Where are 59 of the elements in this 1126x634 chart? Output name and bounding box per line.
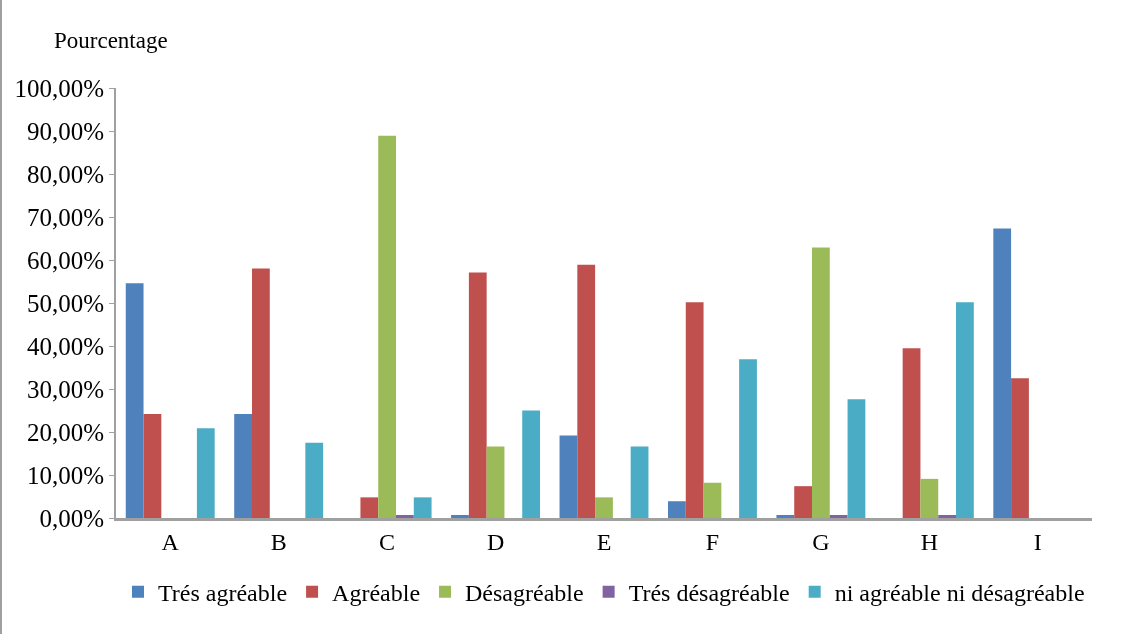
bar (196, 428, 215, 518)
bar (794, 486, 812, 518)
x-tick-label: B (270, 528, 287, 555)
bar (595, 497, 613, 518)
x-tick-label: A (161, 528, 180, 555)
y-tick-label: 30,00% (26, 375, 104, 403)
bar (776, 514, 795, 518)
bar (251, 268, 270, 518)
legend-label: Agréable (332, 580, 421, 607)
bar (829, 514, 848, 518)
y-tick-label: 40,00% (26, 332, 104, 360)
bar (522, 410, 541, 518)
x-tick-label: G (812, 528, 830, 555)
bar (143, 413, 162, 518)
bar (685, 302, 704, 518)
bar (468, 272, 487, 518)
bar (847, 399, 866, 518)
bar (938, 514, 957, 518)
y-tick-label: 20,00% (26, 418, 104, 446)
y-axis-title: Pourcentage (54, 28, 168, 53)
bar (305, 442, 324, 518)
x-tick-label: D (486, 528, 505, 555)
legend-label: Trés désagréable (628, 580, 790, 607)
y-tick-label: 0,00% (39, 504, 104, 532)
y-tick-label: 70,00% (26, 203, 104, 231)
legend-label: Trés agréable (158, 580, 288, 607)
bar (956, 302, 974, 518)
x-tick-label: F (705, 528, 720, 555)
bar (902, 348, 921, 518)
x-tick-label: C (379, 528, 396, 555)
bar (378, 135, 396, 518)
bar (396, 514, 414, 518)
bar (812, 247, 830, 518)
bar (360, 497, 379, 518)
bar (413, 497, 432, 518)
x-tick-label: I (1033, 528, 1042, 555)
y-tick-label: 90,00% (26, 117, 104, 145)
bar (1011, 378, 1029, 518)
bar (234, 413, 252, 518)
bar (739, 359, 757, 518)
bar (125, 283, 144, 518)
y-tick-label: 10,00% (26, 461, 104, 489)
y-tick-label: 80,00% (26, 160, 104, 188)
bar (559, 435, 578, 518)
y-tick-label: 50,00% (26, 289, 104, 317)
legend-label: ni agréable ni désagréable (834, 580, 1085, 607)
bar (920, 478, 939, 518)
y-tick-label: 100,00% (14, 74, 104, 102)
bar (993, 228, 1012, 518)
x-tick-label: E (596, 528, 612, 555)
y-tick-label: 60,00% (26, 246, 104, 274)
bar (630, 446, 649, 518)
bar (577, 264, 596, 518)
bar (703, 482, 722, 518)
bar (451, 514, 469, 518)
x-tick-label: H (920, 528, 938, 555)
bar (667, 501, 686, 518)
bar (486, 446, 505, 518)
legend-label: Désagréable (465, 580, 584, 607)
